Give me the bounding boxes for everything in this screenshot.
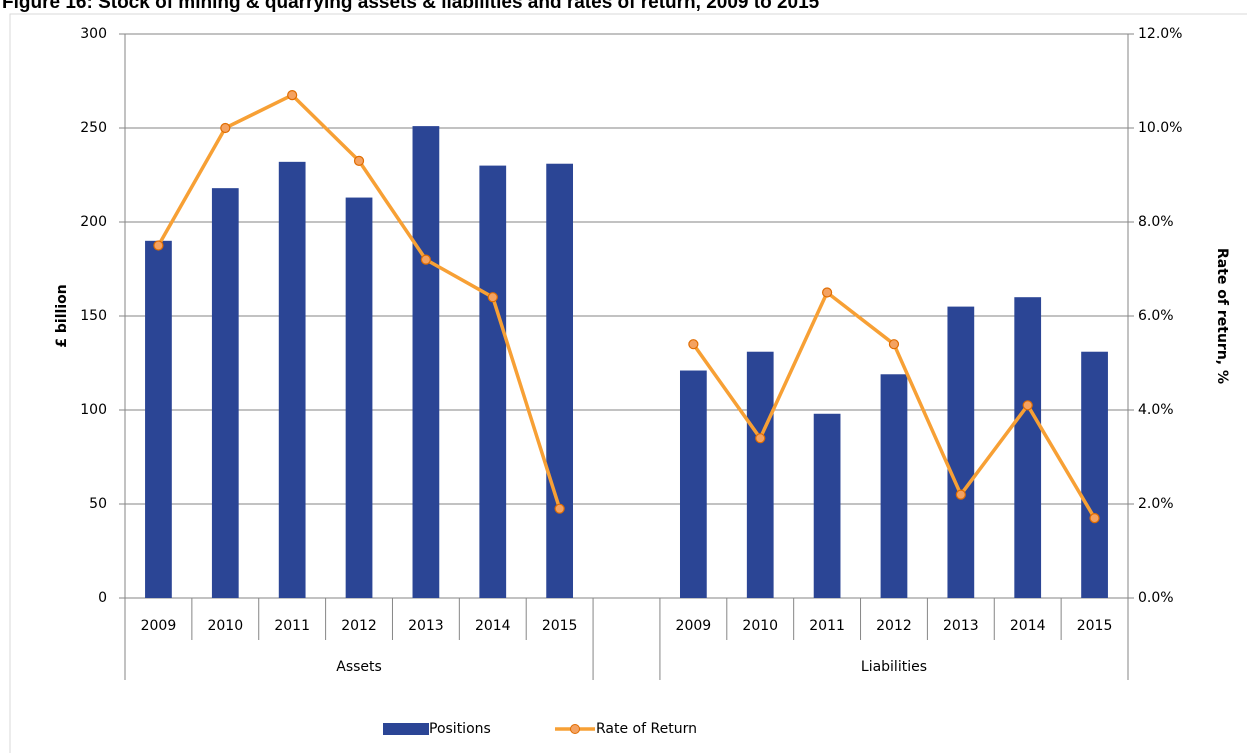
rate-marker — [153, 240, 164, 251]
x-tick-label: 2014 — [1010, 618, 1046, 634]
bar — [679, 370, 707, 598]
chart-title: Figure 16: Stock of mining & quarrying a… — [2, 0, 820, 13]
bar — [345, 197, 373, 598]
x-tick-label: 2015 — [542, 618, 578, 634]
x-tick-label: 2013 — [408, 618, 444, 634]
rate-marker — [554, 503, 565, 514]
bar — [880, 374, 908, 598]
legend-label: Positions — [429, 721, 491, 737]
x-tick-label: 2009 — [141, 618, 177, 634]
y2-tick-label: 8.0% — [1138, 214, 1174, 230]
legend-label: Rate of Return — [596, 721, 697, 737]
rate-marker — [220, 122, 231, 134]
x-tick-label: 2010 — [742, 618, 778, 634]
rate-marker — [688, 339, 699, 350]
group-label: Assets — [336, 659, 382, 675]
bar — [479, 165, 507, 598]
x-tick-label: 2013 — [943, 618, 979, 634]
bar — [145, 240, 172, 599]
bar — [1081, 351, 1108, 598]
rate-marker — [955, 489, 966, 500]
group-label: Liabilities — [861, 659, 927, 675]
y2-tick-label: 6.0% — [1138, 308, 1174, 324]
y-axis-label: £ billion — [54, 284, 70, 347]
x-tick-label: 2009 — [676, 618, 712, 634]
x-tick-label: 2012 — [341, 618, 377, 634]
bar — [546, 163, 574, 598]
y2-tick-label: 2.0% — [1138, 496, 1174, 512]
x-tick-label: 2011 — [274, 618, 310, 634]
rate-marker — [420, 254, 431, 265]
y2-tick-label: 10.0% — [1138, 120, 1182, 136]
legend-swatch — [570, 724, 580, 734]
y-tick-label: 0 — [98, 590, 107, 606]
bar — [211, 188, 239, 598]
bar — [412, 126, 440, 599]
x-tick-label: 2012 — [876, 618, 912, 634]
rate-marker — [755, 433, 766, 444]
bar — [947, 306, 975, 598]
y-tick-label: 250 — [80, 120, 107, 136]
y2-tick-label: 0.0% — [1138, 590, 1174, 606]
rate-marker — [487, 292, 498, 303]
chart-frame — [9, 13, 1247, 753]
y-tick-label: 50 — [89, 496, 107, 512]
rate-marker — [1022, 400, 1033, 411]
x-tick-label: 2011 — [809, 618, 845, 634]
bar — [1014, 297, 1042, 598]
y2-tick-label: 12.0% — [1138, 26, 1182, 42]
x-tick-label: 2010 — [207, 618, 243, 634]
x-tick-label: 2014 — [475, 618, 511, 634]
rate-marker — [287, 89, 298, 101]
y2-axis-label: Rate of return, % — [1214, 248, 1230, 384]
y-tick-label: 150 — [80, 308, 107, 324]
y-tick-label: 100 — [80, 402, 107, 418]
x-tick-label: 2015 — [1077, 618, 1113, 634]
bar — [278, 161, 306, 598]
rate-marker — [821, 287, 833, 298]
y2-tick-label: 4.0% — [1138, 402, 1174, 418]
legend-swatch — [383, 723, 429, 735]
rate-marker — [353, 155, 365, 166]
bar — [813, 413, 841, 598]
rate-marker — [888, 339, 900, 350]
y-tick-label: 300 — [80, 26, 107, 42]
rate-marker — [1089, 512, 1100, 524]
bar — [746, 351, 774, 598]
y-tick-label: 200 — [80, 214, 107, 230]
